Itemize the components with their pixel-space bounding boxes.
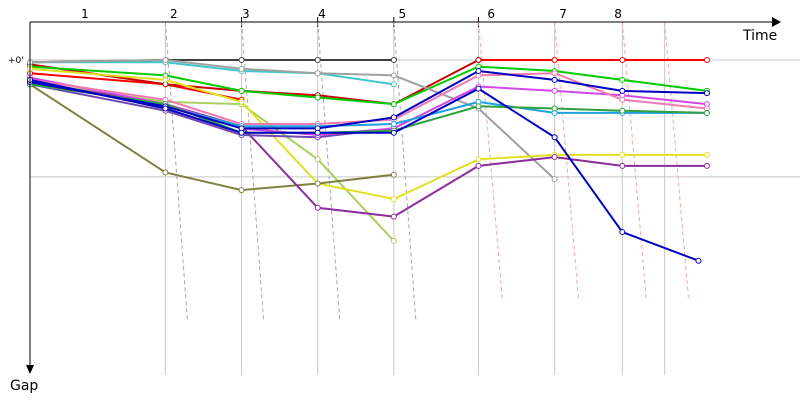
data-point-16-9 <box>703 109 710 116</box>
data-point-4-6 <box>475 57 482 63</box>
data-point-16-6 <box>475 103 482 110</box>
data-point-18-4 <box>314 129 321 136</box>
series-line-18 <box>29 78 699 262</box>
data-point-16-7 <box>551 105 558 112</box>
data-point-18-3 <box>238 129 245 136</box>
data-point-15-5 <box>390 120 397 127</box>
data-point-14-7 <box>551 70 558 77</box>
lap-label-2: 2 <box>170 7 178 21</box>
series-line-8 <box>29 81 395 242</box>
lap-labels: 1 2 3 4 5 6 7 8 <box>81 7 622 21</box>
data-point-7-3 <box>238 65 245 72</box>
data-point-13-7 <box>551 87 558 94</box>
data-point-18-6 <box>475 85 482 92</box>
y-tick-labels: +0' <box>8 56 24 66</box>
data-point-1-4 <box>314 57 321 63</box>
series-line-13 <box>29 76 708 137</box>
lap-label-1: 1 <box>81 7 89 21</box>
data-point-5-4 <box>314 94 321 101</box>
data-point-17-6 <box>475 68 482 75</box>
data-point-18-8 <box>619 229 626 236</box>
data-point-10-2 <box>162 169 169 176</box>
y-tick-label-1: +0' <box>8 56 24 66</box>
lap-crossing-dashed-2 <box>241 21 265 321</box>
data-point-8-4 <box>314 156 321 163</box>
data-point-5-3 <box>238 87 245 94</box>
x-axis-arrow <box>772 17 781 27</box>
data-point-11-4 <box>314 204 321 211</box>
data-point-2-3 <box>619 57 626 63</box>
data-point-5-8 <box>619 76 626 83</box>
lap-label-3: 3 <box>242 7 250 21</box>
data-point-17-7 <box>551 76 558 83</box>
data-point-8-5 <box>390 237 397 244</box>
data-point-5-5 <box>390 101 397 108</box>
data-point-18-9 <box>695 257 702 264</box>
lap-crossing-dashed-7 <box>621 21 647 301</box>
x-axis-title: Time <box>742 28 777 44</box>
data-point-9-8 <box>619 151 626 158</box>
data-point-2-2 <box>551 57 558 63</box>
lap-label-4: 4 <box>318 7 326 21</box>
data-point-17-9 <box>703 90 710 97</box>
data-point-7-4 <box>314 70 321 77</box>
data-point-18-2 <box>162 105 169 112</box>
data-point-9-3 <box>238 98 245 105</box>
data-point-9-5 <box>390 195 397 202</box>
data-point-10-4 <box>314 180 321 187</box>
data-point-10-3 <box>238 187 245 194</box>
data-point-11-5 <box>390 213 397 220</box>
data-point-11-9 <box>703 162 710 169</box>
data-point-7-7 <box>551 176 558 183</box>
lap-label-6: 6 <box>487 7 495 21</box>
data-point-18-7 <box>551 134 558 141</box>
data-point-1-3 <box>238 57 245 63</box>
lap-crossing-dashed-6 <box>554 21 580 301</box>
data-point-9-2 <box>162 76 169 83</box>
data-point-16-8 <box>619 107 626 114</box>
data-point-11-6 <box>475 162 482 169</box>
data-point-9-6 <box>475 156 482 163</box>
data-point-6-5 <box>390 81 397 88</box>
y-axis-arrow <box>26 365 34 374</box>
data-point-17-8 <box>619 87 626 94</box>
lap-label-5: 5 <box>398 7 406 21</box>
data-point-7-5 <box>390 72 397 79</box>
series-layer <box>27 21 710 321</box>
data-point-10-5 <box>390 171 397 178</box>
data-point-17-5 <box>390 114 397 121</box>
data-point-7-2 <box>162 57 169 63</box>
lap-crossing-dashed-8 <box>664 21 690 301</box>
lap-label-7: 7 <box>559 7 567 21</box>
data-point-1-5 <box>390 57 397 63</box>
data-point-2-4 <box>703 57 710 63</box>
data-point-11-7 <box>551 154 558 161</box>
data-point-11-8 <box>619 162 626 169</box>
y-axis-title: Gap <box>10 378 38 394</box>
axes: Time Gap <box>10 17 781 394</box>
lap-crossing-dashed-5 <box>477 21 503 301</box>
data-point-9-9 <box>703 151 710 158</box>
data-point-18-5 <box>390 129 397 136</box>
lap-crossing-dashed-4 <box>393 21 417 321</box>
data-point-14-8 <box>619 96 626 103</box>
lap-label-8: 8 <box>614 7 622 21</box>
lap-crossing-dashed-1 <box>164 21 188 321</box>
series-line-4 <box>29 59 479 106</box>
